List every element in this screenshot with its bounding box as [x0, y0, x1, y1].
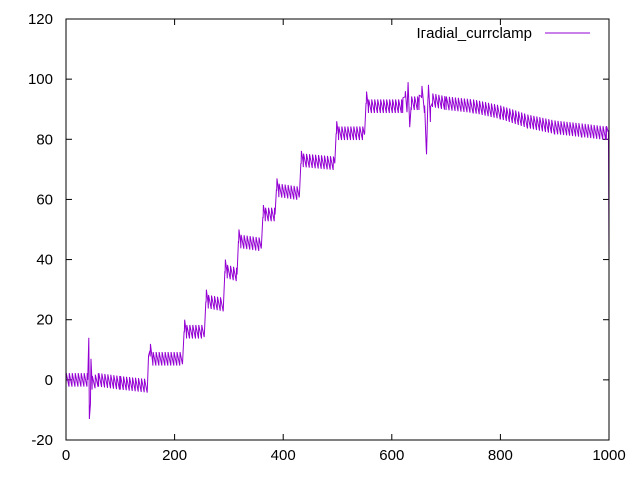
series-layer [65, 82, 610, 419]
plot-frame [65, 18, 610, 441]
x-tick-label: 600 [379, 447, 404, 464]
x-tick-label: 800 [488, 447, 513, 464]
axis-tick-labels: 0 200 400 600 800 1000 -20 0 20 40 60 80 100 120 [28, 11, 626, 464]
x-tick-label: 200 [162, 447, 187, 464]
y-tick-label: 20 [36, 312, 53, 329]
y-tick-label: 120 [28, 11, 53, 28]
legend: Iᴦadial_currclamp [416, 25, 590, 42]
x-tick-label: 1000 [592, 447, 625, 464]
series-line [65, 82, 610, 419]
x-tick-label: 400 [271, 447, 296, 464]
y-tick-label: 0 [45, 372, 53, 389]
legend-label: Iᴦadial_currclamp [416, 25, 532, 42]
y-tick-label: 80 [36, 131, 53, 148]
y-tick-label: 40 [36, 252, 53, 269]
x-tick-label: 0 [62, 447, 70, 464]
y-tick-label: 60 [36, 191, 53, 208]
y-tick-label: 100 [28, 71, 53, 88]
y-tick-label: -20 [31, 432, 53, 449]
